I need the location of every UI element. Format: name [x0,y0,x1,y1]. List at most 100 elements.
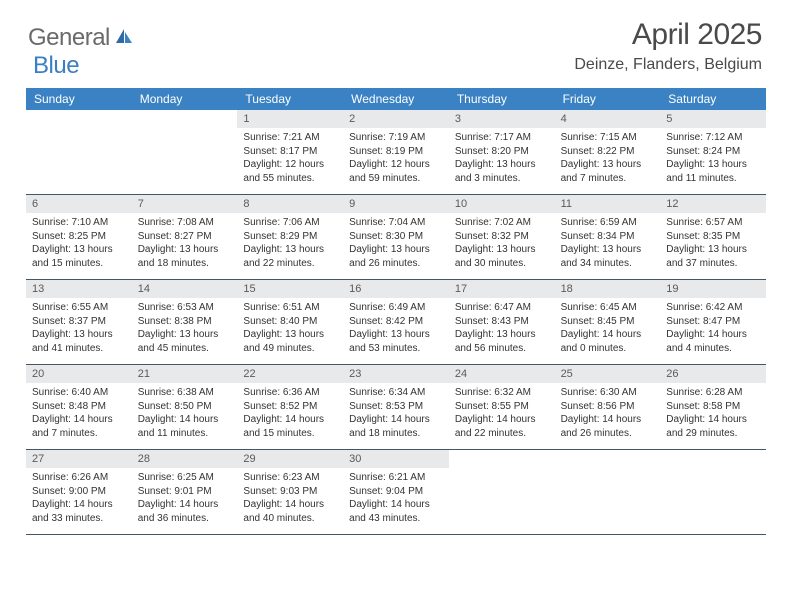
daylight-line-2: and 29 minutes. [666,427,760,441]
day-content: Sunrise: 6:57 AMSunset: 8:35 PMDaylight:… [660,213,766,272]
daylight-line-1: Daylight: 14 hours [349,498,443,512]
sunset-line: Sunset: 9:00 PM [32,485,126,499]
day-number: 26 [660,365,766,383]
sunrise-line: Sunrise: 7:04 AM [349,216,443,230]
sunset-line: Sunset: 8:27 PM [138,230,232,244]
sunrise-line: Sunrise: 6:40 AM [32,386,126,400]
day-number: 10 [449,195,555,213]
sunrise-line: Sunrise: 6:30 AM [561,386,655,400]
sunrise-line: Sunrise: 6:21 AM [349,471,443,485]
day-cell: 22Sunrise: 6:36 AMSunset: 8:52 PMDayligh… [237,365,343,449]
day-content: Sunrise: 6:59 AMSunset: 8:34 PMDaylight:… [555,213,661,272]
sunset-line: Sunset: 8:42 PM [349,315,443,329]
day-cell [660,450,766,534]
sunset-line: Sunset: 9:03 PM [243,485,337,499]
daylight-line-2: and 41 minutes. [32,342,126,356]
weekday-header: Tuesday [237,88,343,110]
daylight-line-1: Daylight: 13 hours [349,243,443,257]
day-content: Sunrise: 6:26 AMSunset: 9:00 PMDaylight:… [26,468,132,527]
day-number: 20 [26,365,132,383]
day-cell: 15Sunrise: 6:51 AMSunset: 8:40 PMDayligh… [237,280,343,364]
day-cell [555,450,661,534]
day-cell: 3Sunrise: 7:17 AMSunset: 8:20 PMDaylight… [449,110,555,194]
sunset-line: Sunset: 8:43 PM [455,315,549,329]
sunset-line: Sunset: 8:55 PM [455,400,549,414]
sunset-line: Sunset: 8:25 PM [32,230,126,244]
daylight-line-2: and 18 minutes. [349,427,443,441]
daylight-line-1: Daylight: 14 hours [666,413,760,427]
sunset-line: Sunset: 8:22 PM [561,145,655,159]
sunrise-line: Sunrise: 6:45 AM [561,301,655,315]
sunset-line: Sunset: 9:01 PM [138,485,232,499]
day-cell: 16Sunrise: 6:49 AMSunset: 8:42 PMDayligh… [343,280,449,364]
day-number: 3 [449,110,555,128]
day-number: 30 [343,450,449,468]
daylight-line-1: Daylight: 13 hours [32,243,126,257]
day-content: Sunrise: 7:17 AMSunset: 8:20 PMDaylight:… [449,128,555,187]
day-cell: 28Sunrise: 6:25 AMSunset: 9:01 PMDayligh… [132,450,238,534]
sunset-line: Sunset: 8:35 PM [666,230,760,244]
day-number: 4 [555,110,661,128]
day-cell: 14Sunrise: 6:53 AMSunset: 8:38 PMDayligh… [132,280,238,364]
weekday-header: Monday [132,88,238,110]
day-number: 25 [555,365,661,383]
daylight-line-1: Daylight: 14 hours [455,413,549,427]
day-cell: 23Sunrise: 6:34 AMSunset: 8:53 PMDayligh… [343,365,449,449]
day-cell: 5Sunrise: 7:12 AMSunset: 8:24 PMDaylight… [660,110,766,194]
daylight-line-2: and 7 minutes. [32,427,126,441]
day-cell: 6Sunrise: 7:10 AMSunset: 8:25 PMDaylight… [26,195,132,279]
day-cell: 2Sunrise: 7:19 AMSunset: 8:19 PMDaylight… [343,110,449,194]
sunrise-line: Sunrise: 6:51 AM [243,301,337,315]
sunset-line: Sunset: 8:19 PM [349,145,443,159]
sunset-line: Sunset: 8:47 PM [666,315,760,329]
daylight-line-1: Daylight: 13 hours [455,243,549,257]
daylight-line-1: Daylight: 13 hours [561,243,655,257]
day-cell: 7Sunrise: 7:08 AMSunset: 8:27 PMDaylight… [132,195,238,279]
daylight-line-1: Daylight: 13 hours [561,158,655,172]
day-cell: 29Sunrise: 6:23 AMSunset: 9:03 PMDayligh… [237,450,343,534]
sail-icon [114,27,134,50]
day-cell: 12Sunrise: 6:57 AMSunset: 8:35 PMDayligh… [660,195,766,279]
day-cell: 27Sunrise: 6:26 AMSunset: 9:00 PMDayligh… [26,450,132,534]
sunset-line: Sunset: 9:04 PM [349,485,443,499]
day-content: Sunrise: 6:45 AMSunset: 8:45 PMDaylight:… [555,298,661,357]
day-number: 21 [132,365,238,383]
weekday-header: Wednesday [343,88,449,110]
daylight-line-1: Daylight: 13 hours [455,158,549,172]
day-number: 17 [449,280,555,298]
day-cell: 19Sunrise: 6:42 AMSunset: 8:47 PMDayligh… [660,280,766,364]
day-content: Sunrise: 7:15 AMSunset: 8:22 PMDaylight:… [555,128,661,187]
sunrise-line: Sunrise: 7:06 AM [243,216,337,230]
day-number-empty [132,110,238,128]
sunrise-line: Sunrise: 6:55 AM [32,301,126,315]
day-number: 18 [555,280,661,298]
day-content: Sunrise: 6:55 AMSunset: 8:37 PMDaylight:… [26,298,132,357]
week-row: 20 Sunrise: 6:40 AMSunset: 8:48 PM Dayligh… [26,365,766,450]
day-cell: 21Sunrise: 6:38 AMSunset: 8:50 PMDayligh… [132,365,238,449]
sunrise-line: Sunrise: 7:12 AM [666,131,760,145]
week-row: 13Sunrise: 6:55 AMSunset: 8:37 PMDayligh… [26,280,766,365]
daylight-line-2: and 43 minutes. [349,512,443,526]
day-number-empty [555,450,661,468]
day-number: 2 [343,110,449,128]
location-text: Deinze, Flanders, Belgium [574,56,762,74]
day-content: Sunrise: 6:25 AMSunset: 9:01 PMDaylight:… [132,468,238,527]
daylight-line-1: Daylight: 14 hours [243,498,337,512]
day-number: 11 [555,195,661,213]
day-number: 6 [26,195,132,213]
daylight-line-2: and 55 minutes. [243,172,337,186]
daylight-line-1: Daylight: 12 hours [243,158,337,172]
day-cell: 18Sunrise: 6:45 AMSunset: 8:45 PMDayligh… [555,280,661,364]
daylight-line-1: Daylight: 13 hours [243,243,337,257]
sunrise-line: Sunrise: 7:21 AM [243,131,337,145]
day-number: 9 [343,195,449,213]
sunset-line: Sunset: 8:20 PM [455,145,549,159]
day-number-empty [26,110,132,128]
day-content: Sunrise: 6:36 AMSunset: 8:52 PMDaylight:… [237,383,343,442]
sunset-line: Sunset: 8:48 PM [32,400,126,414]
sunrise-line: Sunrise: 7:08 AM [138,216,232,230]
day-content: Sunrise: 7:08 AMSunset: 8:27 PMDaylight:… [132,213,238,272]
daylight-line-2: and 26 minutes. [349,257,443,271]
daylight-line-2: and 33 minutes. [32,512,126,526]
day-cell: 1Sunrise: 7:21 AMSunset: 8:17 PMDaylight… [237,110,343,194]
